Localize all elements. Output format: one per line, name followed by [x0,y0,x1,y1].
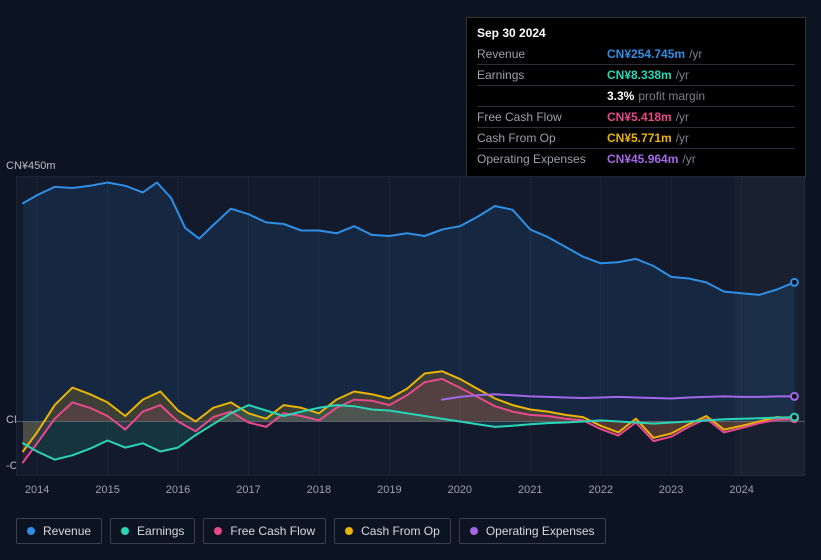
x-axis: 2014 2015 2016 2017 2018 2019 2020 2021 2022 2023… [16,484,805,500]
legend-item-free-cash-flow[interactable]: Free Cash Flow [203,518,326,544]
legend-dot-icon [214,527,222,535]
legend-item-label: Free Cash Flow [230,524,315,538]
chart-legend: Revenue Earnings Free Cash Flow Cash From O… [16,518,606,544]
tooltip-row-unit: /yr [676,131,689,145]
tooltip-row: Revenue CN¥254.745m/yr [477,44,795,65]
x-axis-tick: 2017 [236,484,260,496]
tooltip-row-value: CN¥45.964m [607,152,678,166]
tooltip-row-value: CN¥5.771m [607,131,672,145]
tooltip-row: Earnings CN¥8.338m/yr [477,65,795,86]
tooltip-row-label: Revenue [477,45,589,63]
legend-dot-icon [345,527,353,535]
y-axis-label-max: CN¥450m [6,160,56,172]
series-end-marker [791,393,798,400]
tooltip-row-value: CN¥5.418m [607,110,672,124]
tooltip-row: Operating Expenses CN¥45.964m/yr [477,149,795,169]
tooltip-row-unit: profit margin [638,89,705,103]
x-axis-tick: 2023 [659,484,683,496]
tooltip-row-unit: /yr [682,152,695,166]
legend-item-cash-from-op[interactable]: Cash From Op [334,518,451,544]
legend-dot-icon [121,527,129,535]
tooltip-row-value: 3.3% [607,89,634,103]
tooltip-row-label: Operating Expenses [477,150,589,168]
tooltip-row-label: Earnings [477,66,589,84]
legend-item-label: Earnings [137,524,184,538]
tooltip-row-label: Free Cash Flow [477,108,589,126]
tooltip-row: Free Cash Flow CN¥5.418m/yr [477,107,795,128]
x-axis-tick: 2021 [518,484,542,496]
tooltip-row-label: Cash From Op [477,129,589,147]
x-axis-tick: 2020 [448,484,472,496]
tooltip-row-unit: /yr [676,110,689,124]
legend-item-label: Revenue [43,524,91,538]
tooltip-row-value: CN¥254.745m [607,47,685,61]
tooltip-row: Cash From Op CN¥5.771m/yr [477,128,795,149]
x-axis-tick: 2015 [95,484,119,496]
x-axis-tick: 2014 [25,484,49,496]
x-axis-tick: 2018 [307,484,331,496]
financials-chart[interactable] [16,176,805,476]
tooltip-row-unit: /yr [689,47,702,61]
legend-dot-icon [27,527,35,535]
x-axis-tick: 2024 [729,484,753,496]
legend-item-revenue[interactable]: Revenue [16,518,102,544]
tooltip-row: 3.3% profit margin [477,86,795,107]
x-axis-tick: 2019 [377,484,401,496]
legend-item-operating-expenses[interactable]: Operating Expenses [459,518,606,544]
chart-tooltip: Sep 30 2024 RevenueCN¥254.745m/yrEarning… [466,17,806,178]
x-axis-tick: 2022 [588,484,612,496]
legend-item-label: Cash From Op [361,524,440,538]
tooltip-row-label [477,87,589,105]
tooltip-row-value: CN¥8.338m [607,68,672,82]
legend-item-earnings[interactable]: Earnings [110,518,195,544]
legend-dot-icon [470,527,478,535]
series-end-marker [791,414,798,421]
tooltip-title: Sep 30 2024 [477,24,795,42]
x-axis-tick: 2016 [166,484,190,496]
tooltip-row-unit: /yr [676,68,689,82]
legend-item-label: Operating Expenses [486,524,595,538]
series-end-marker [791,279,798,286]
